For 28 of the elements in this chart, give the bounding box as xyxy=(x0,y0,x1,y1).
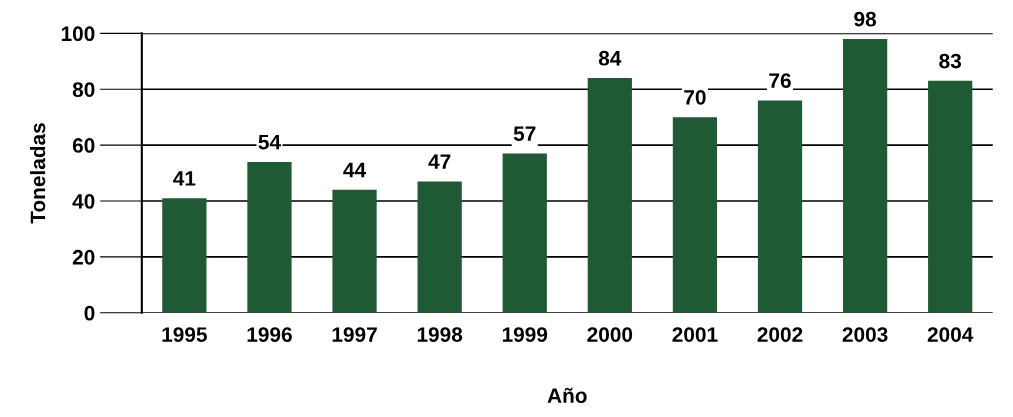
data-label: 44 xyxy=(343,162,367,178)
x-tick-label: 1995 xyxy=(162,327,207,342)
data-label: 70 xyxy=(684,89,706,105)
x-tick-label: 2000 xyxy=(587,327,633,342)
x-tick-label: 2004 xyxy=(927,327,974,342)
x-tick-label: 1999 xyxy=(502,327,548,342)
y-tick-label: 60 xyxy=(72,138,95,153)
y-tick-label: 40 xyxy=(72,194,95,209)
data-label: 57 xyxy=(513,126,536,142)
data-label: 76 xyxy=(769,73,791,88)
y-axis-title: Toneladas xyxy=(30,123,46,224)
x-tick-label: 2002 xyxy=(757,327,803,342)
x-tick-label: 2001 xyxy=(672,327,718,342)
y-tick-label: 20 xyxy=(72,249,95,265)
y-tick-label: 80 xyxy=(72,82,95,97)
data-label: 54 xyxy=(258,134,281,150)
data-label: 84 xyxy=(598,50,622,66)
x-tick-label: 1998 xyxy=(417,327,463,342)
x-tick-label: 1996 xyxy=(247,327,292,342)
y-tick-label: 0 xyxy=(84,305,95,321)
data-label: 83 xyxy=(939,53,962,69)
x-tick-label: 2003 xyxy=(842,327,888,342)
y-tick-label: 100 xyxy=(61,26,95,42)
data-label: 47 xyxy=(428,154,451,169)
x-tick-label: 1997 xyxy=(332,327,377,342)
x-axis-title: Año xyxy=(547,387,587,404)
data-label: 41 xyxy=(173,171,196,186)
data-label: 98 xyxy=(854,11,877,27)
